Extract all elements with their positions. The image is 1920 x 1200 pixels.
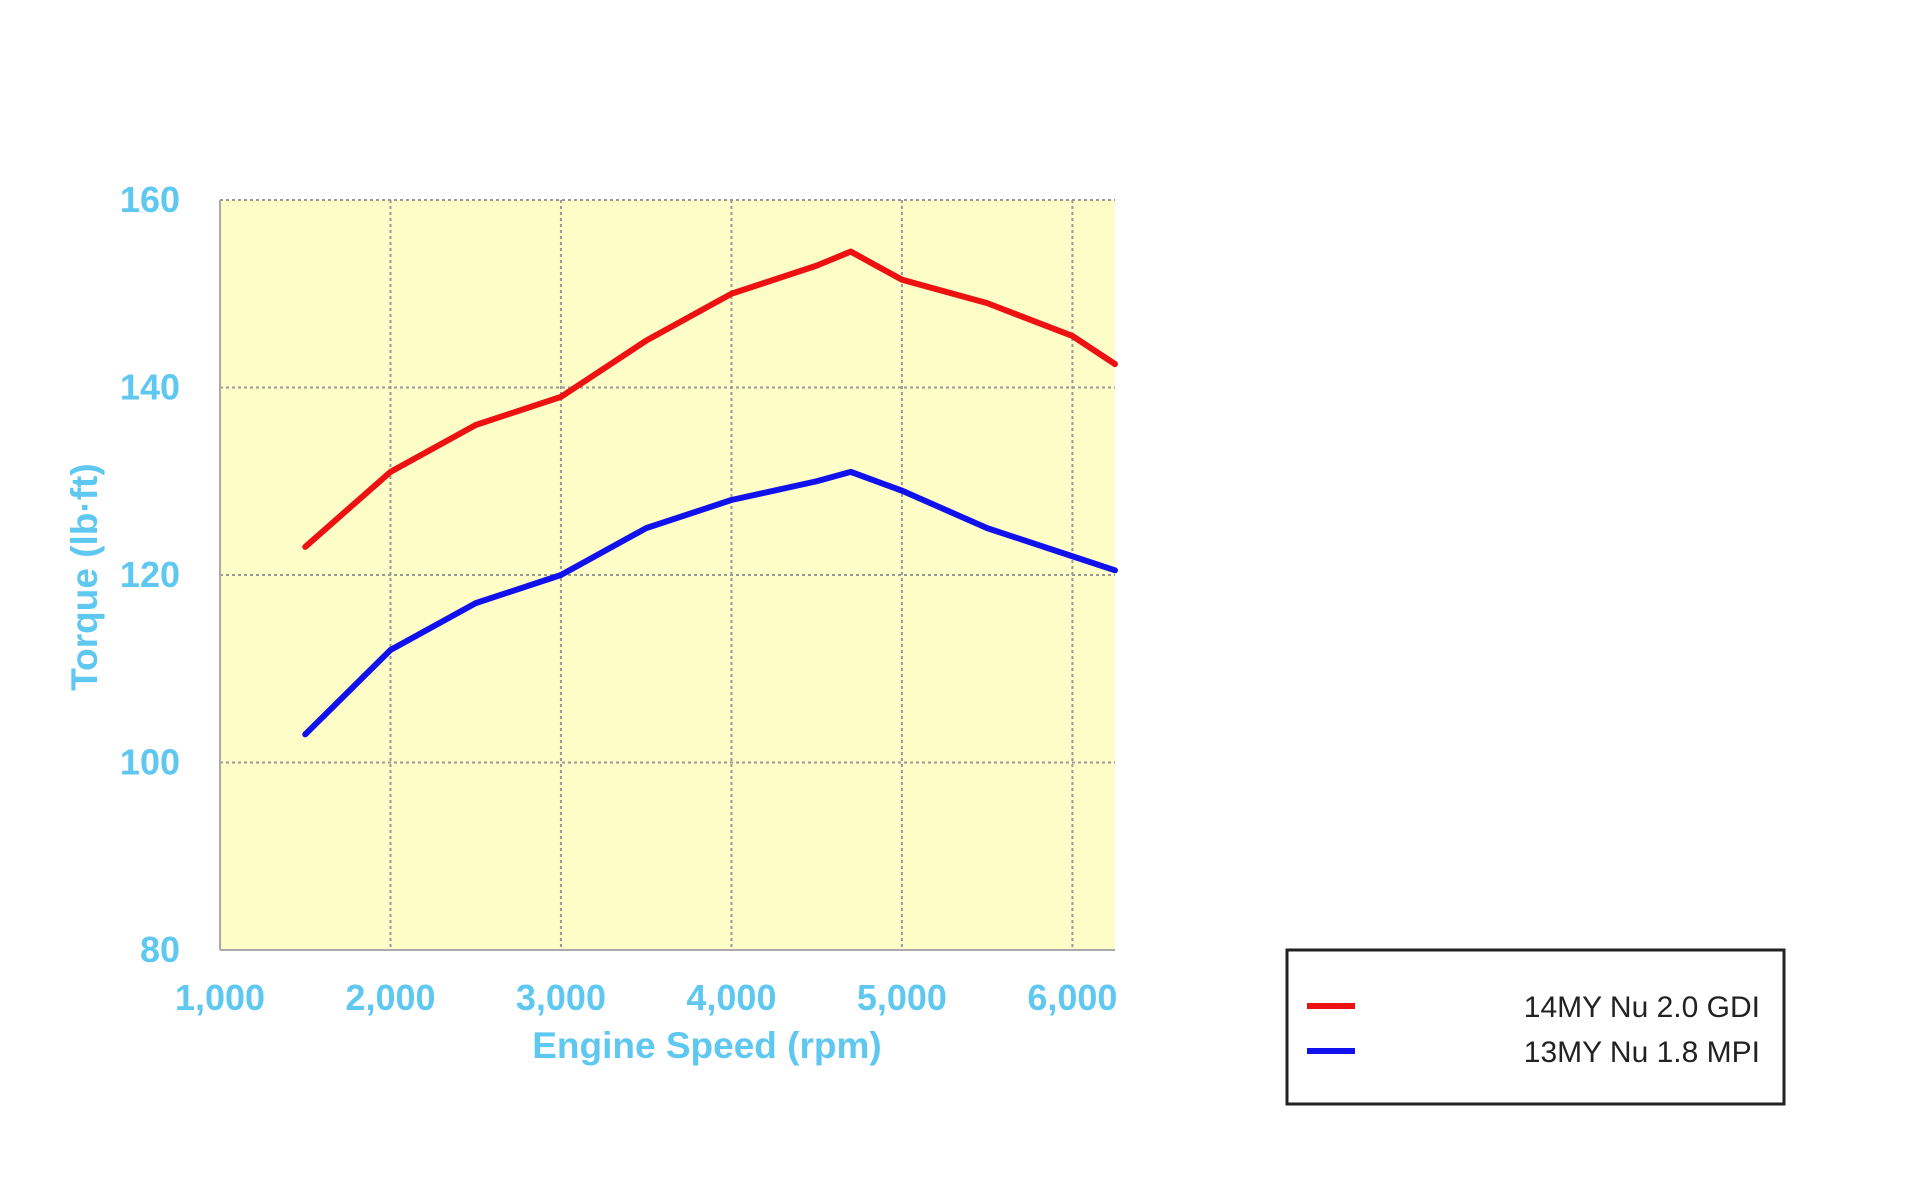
- y-tick-labels: 80 100 120 140 160: [120, 179, 180, 970]
- y-tick-label: 160: [120, 179, 180, 220]
- y-tick-label: 100: [120, 742, 180, 783]
- axes: [219, 200, 1115, 951]
- y-tick-label: 80: [140, 929, 180, 970]
- series-lines: [302, 248, 1118, 738]
- y-axis-label: Torque (lb·ft): [64, 463, 105, 690]
- legend-label-gdi: 14MY Nu 2.0 GDI: [1524, 991, 1760, 1024]
- legend-box: [1285, 948, 1786, 1106]
- series-line-gdi: [302, 248, 1118, 550]
- y-tick-label: 120: [120, 554, 180, 595]
- x-tick-label: 2,000: [345, 977, 435, 1018]
- x-tick-label: 5,000: [857, 977, 947, 1018]
- x-tick-label: 1,000: [175, 977, 265, 1018]
- x-tick-label: 6,000: [1027, 977, 1117, 1018]
- x-tick-label: 3,000: [516, 977, 606, 1018]
- y-tick-label: 140: [120, 367, 180, 408]
- x-tick-labels: 1,000 2,000 3,000 4,000 5,000 6,000: [175, 977, 1117, 1018]
- series-line-mpi: [302, 468, 1118, 738]
- legend-label-mpi: 13MY Nu 1.8 MPI: [1524, 1036, 1760, 1069]
- legend: 14MY Nu 2.0 GDI 13MY Nu 1.8 MPI: [1285, 948, 1786, 1106]
- x-tick-label: 4,000: [686, 977, 776, 1018]
- x-axis-label: Engine Speed (rpm): [532, 1025, 881, 1066]
